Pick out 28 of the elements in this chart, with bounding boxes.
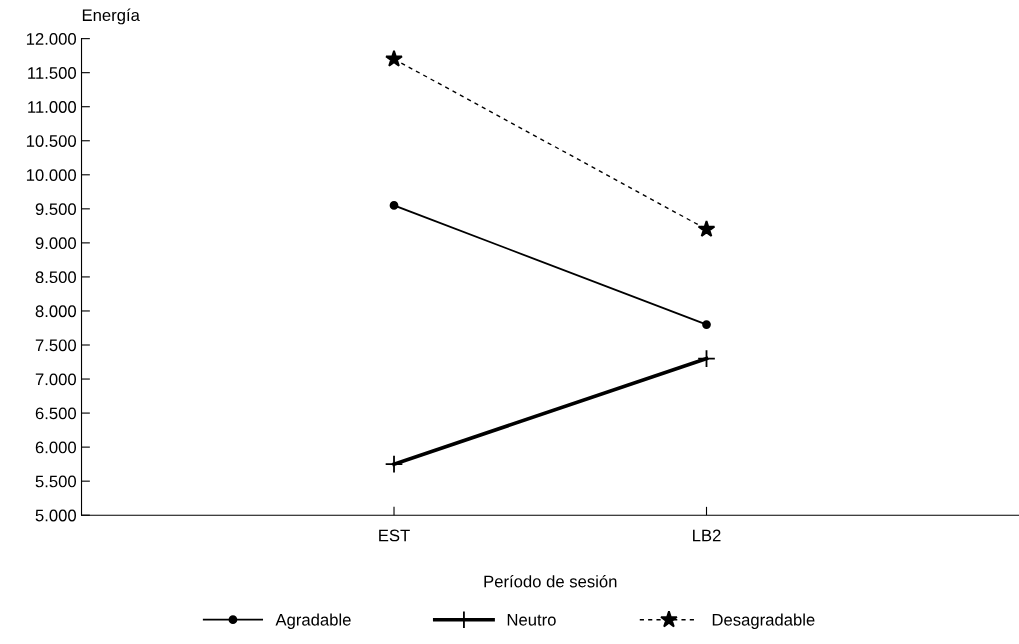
x-tick-label: LB2 (693, 529, 721, 542)
y-tick-label: 9.500 (35, 203, 77, 216)
y-axis-title: Energía (82, 8, 140, 25)
y-tick-label: 7.500 (35, 339, 77, 352)
point (697, 349, 716, 368)
point (384, 454, 404, 474)
point (385, 49, 403, 67)
y-tick-label: 8.500 (35, 271, 77, 284)
y-tick-label: 5.500 (35, 475, 77, 488)
point (702, 320, 711, 329)
y-tick-label: 10.000 (26, 169, 77, 181)
y-tick-label: 6.000 (35, 441, 77, 454)
legend-label: Neutro (507, 614, 556, 626)
point (697, 220, 716, 237)
y-tick-label: 7.000 (35, 373, 77, 386)
y-tick-label: 6.500 (35, 407, 77, 420)
point (389, 201, 399, 210)
legend-label: Desagradable (712, 613, 815, 629)
x-tick-label: EST (379, 529, 410, 542)
y-tick-label: 11.000 (28, 101, 77, 113)
y-tick-label: 5.000 (35, 509, 77, 522)
legend-label: Agradable (275, 613, 351, 629)
y-tick-label: 12.000 (26, 33, 77, 45)
y-tick-label: 9.000 (35, 237, 77, 250)
x-axis-title: Período de sesión (484, 574, 617, 588)
y-tick-label: 11.500 (28, 67, 77, 79)
y-tick-label: 10.500 (26, 135, 77, 147)
y-tick-label: 8.000 (35, 305, 77, 318)
